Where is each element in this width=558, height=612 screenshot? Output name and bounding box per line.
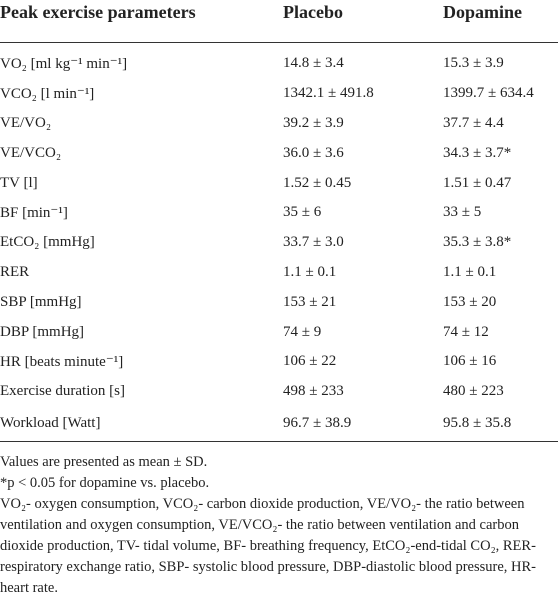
table-cell: VE/VCO₂ (0, 144, 62, 161)
table-cell: 95.8 ± 35.8 (443, 406, 558, 442)
table-cell: 1.1 ± 0.1 (283, 263, 337, 280)
table-cell: 34.3 ± 3.7* (443, 144, 512, 161)
table-cell: 39.2 ± 3.9 (283, 114, 344, 131)
table-cell: BF [min⁻¹] (0, 205, 68, 222)
table-cell: 36.0 ± 3.6 (283, 144, 344, 161)
table-cell: 74 ± 9 (283, 323, 322, 340)
data-table: Peak exercise parameters Placebo Dopamine … (0, 0, 558, 442)
table-body: VO₂ [ml kg⁻¹ min⁻¹] 14.8 ± 3.4 15.3 ± 3.9 V… (0, 43, 558, 442)
table-row: VCO₂ [l min⁻¹] 1342.1 ± 491.8 1399.7 ± 634… (0, 79, 558, 109)
footnotes: Values are presented as mean ± SD. *p < 0… (0, 452, 556, 599)
table-cell: RER (0, 263, 30, 280)
table-cell: EtCO₂ [mmHg] (0, 234, 95, 251)
table-cell: 33.7 ± 3.0 (283, 234, 344, 251)
table-cell: 1342.1 ± 491.8 (283, 85, 374, 102)
table-cell: 106 ± 22 (283, 353, 337, 370)
table-cell: 1.51 ± 0.47 (443, 174, 512, 191)
table-row: HR [beats minute⁻¹] 106 ± 22 106 ± 16 (0, 347, 558, 377)
table-cell: 33 ± 5 (443, 204, 482, 221)
table-cell: HR [beats minute⁻¹] (0, 354, 124, 371)
table-cell: VCO₂ [l min⁻¹] (0, 86, 95, 103)
header-cell: Peak exercise parameters (0, 0, 283, 43)
table-cell: 74 ± 12 (443, 323, 489, 340)
table-row: DBP [mmHg] 74 ± 9 74 ± 12 (0, 317, 558, 347)
footnote: *p < 0.05 for dopamine vs. placebo. (0, 474, 210, 491)
table-cell: 96.7 ± 38.9 (283, 406, 443, 442)
footnote: Values are presented as mean ± SD. (0, 453, 208, 470)
header-row: Peak exercise parameters Placebo Dopamine (0, 0, 558, 43)
table-row: VO₂ [ml kg⁻¹ min⁻¹] 14.8 ± 3.4 15.3 ± 3.9 (0, 43, 558, 79)
table-cell: 35 ± 6 (283, 204, 322, 221)
table-cell: 153 ± 20 (443, 293, 497, 310)
header-cell: Placebo (283, 0, 443, 43)
table-cell: 153 ± 21 (283, 293, 337, 310)
table-cell: 37.7 ± 4.4 (443, 114, 504, 131)
table-cell: SBP [mmHg] (0, 293, 82, 310)
table-cell: 1399.7 ± 634.4 (443, 85, 534, 102)
table-cell: Exercise duration [s] (0, 383, 125, 400)
table-cell: 498 ± 233 (283, 383, 344, 400)
table-cell: 1.52 ± 0.45 (283, 174, 352, 191)
table-cell: 15.3 ± 3.9 (443, 55, 504, 72)
table-row: EtCO₂ [mmHg] 33.7 ± 3.0 35.3 ± 3.8* (0, 228, 558, 258)
table-row: Exercise duration [s] 498 ± 233 480 ± 223 (0, 377, 558, 407)
table-row: VE/VO₂ 39.2 ± 3.9 37.7 ± 4.4 (0, 109, 558, 139)
table-row: Workload [Watt] 96.7 ± 38.9 95.8 ± 35.8 (0, 406, 558, 442)
table-cell: 480 ± 223 (443, 383, 504, 400)
table-cell: TV [l] (0, 174, 38, 191)
table-cell: 106 ± 16 (443, 353, 497, 370)
table-row: SBP [mmHg] 153 ± 21 153 ± 20 (0, 287, 558, 317)
table-row: RER 1.1 ± 0.1 1.1 ± 0.1 (0, 258, 558, 288)
table-cell: DBP [mmHg] (0, 323, 85, 340)
footnote: VO₂- oxygen consumption, VCO₂- carbon di… (0, 495, 537, 596)
header-cell: Dopamine (443, 0, 558, 43)
table-cell: 14.8 ± 3.4 (283, 55, 344, 72)
table-cell: 35.3 ± 3.8* (443, 234, 512, 251)
table-row: TV [l] 1.52 ± 0.45 1.51 ± 0.47 (0, 168, 558, 198)
table-cell: Workload [Watt] (0, 406, 283, 442)
table-cell: 1.1 ± 0.1 (443, 263, 497, 280)
table-cell: VE/VO₂ (0, 114, 52, 131)
table-row: VE/VCO₂ 36.0 ± 3.6 34.3 ± 3.7* (0, 138, 558, 168)
table-cell: VO₂ [ml kg⁻¹ min⁻¹] (0, 56, 128, 73)
table-row: BF [min⁻¹] 35 ± 6 33 ± 5 (0, 198, 558, 228)
